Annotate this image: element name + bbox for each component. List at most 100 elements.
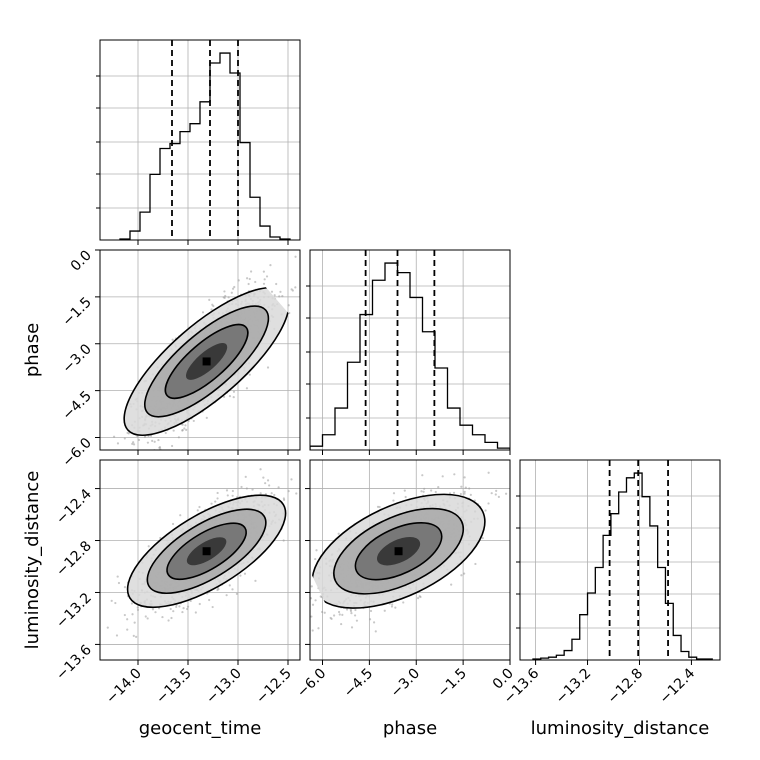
sample-point <box>131 613 134 616</box>
sample-point <box>167 619 170 622</box>
sample-point <box>231 588 234 591</box>
sample-point <box>251 488 254 491</box>
sample-point <box>222 296 225 299</box>
sample-point <box>198 505 201 509</box>
sample-point <box>310 597 313 600</box>
hist-panel-phase <box>306 249 511 455</box>
sample-point <box>247 282 250 286</box>
sample-point <box>112 435 116 438</box>
sample-point <box>460 574 463 577</box>
sample-point <box>135 635 138 639</box>
sample-point <box>468 487 471 490</box>
sample-point <box>183 427 186 430</box>
sample-point <box>277 486 280 489</box>
sample-point <box>211 303 214 306</box>
sample-point <box>340 622 343 626</box>
sample-point <box>430 489 433 492</box>
sample-point <box>171 522 175 526</box>
sample-point <box>210 502 213 505</box>
sample-point <box>249 270 253 273</box>
sample-point <box>244 475 247 478</box>
sample-point <box>392 499 395 502</box>
sample-point <box>279 290 282 293</box>
sample-point <box>146 441 150 444</box>
sample-point <box>245 277 249 280</box>
sample-point <box>224 294 227 298</box>
sample-point <box>133 621 136 624</box>
sample-point <box>254 579 257 582</box>
histogram-geocent_time <box>119 52 291 240</box>
sample-point <box>245 387 249 390</box>
sample-point <box>194 611 197 614</box>
sample-point <box>179 514 182 517</box>
sample-point <box>248 277 251 281</box>
sample-point <box>420 490 423 493</box>
sample-point <box>232 390 236 393</box>
sample-point <box>262 476 265 479</box>
sample-point <box>230 291 233 294</box>
sample-point <box>164 431 167 435</box>
sample-point <box>265 275 269 278</box>
sample-point <box>198 602 201 606</box>
sample-point <box>147 545 150 548</box>
sample-point <box>279 635 281 637</box>
sample-point <box>116 575 119 578</box>
sample-point <box>231 494 234 497</box>
sample-point <box>259 468 262 471</box>
sample-point <box>310 585 313 588</box>
sample-point <box>288 311 291 315</box>
sample-point <box>294 286 297 289</box>
sample-point <box>175 605 178 609</box>
sample-point <box>278 295 281 298</box>
sample-point <box>123 613 126 617</box>
sample-point <box>441 475 444 478</box>
scatter-panel-luminosity_distance-vs-geocent_time <box>95 459 301 665</box>
sample-point <box>115 634 119 637</box>
scatter-panel-phase-vs-geocent_time <box>95 249 301 455</box>
sample-point <box>504 492 508 495</box>
scatter-panel-luminosity_distance-vs-phase <box>279 459 511 665</box>
sample-point <box>338 613 341 616</box>
sample-point <box>186 607 189 611</box>
sample-point <box>130 602 134 605</box>
sample-point <box>196 509 199 512</box>
sample-point <box>417 597 420 600</box>
sample-point <box>290 288 293 291</box>
sample-point <box>270 492 273 495</box>
sample-point <box>354 608 357 612</box>
sample-point <box>123 586 127 589</box>
sample-point <box>301 600 303 602</box>
sample-point <box>248 373 251 376</box>
sample-point <box>266 479 270 482</box>
sample-point <box>132 441 135 444</box>
sample-point <box>144 615 147 618</box>
sample-point <box>192 419 195 423</box>
panel-frame <box>99 459 301 661</box>
sample-point <box>171 338 174 341</box>
histogram-phase <box>310 262 510 450</box>
sample-point <box>153 440 156 443</box>
sample-point <box>132 634 135 637</box>
sample-point <box>323 611 326 614</box>
sample-point <box>275 282 278 286</box>
sample-point <box>210 308 213 311</box>
sample-point <box>464 486 467 489</box>
sample-point <box>291 558 293 560</box>
sample-point <box>290 478 293 481</box>
sample-point <box>228 395 232 398</box>
sample-point <box>273 294 276 297</box>
sample-point <box>190 453 192 455</box>
sample-point <box>481 536 484 540</box>
sample-point <box>263 278 266 281</box>
sample-point <box>126 431 129 434</box>
sample-point <box>350 612 353 615</box>
sample-point <box>181 423 184 426</box>
sample-point <box>154 611 157 614</box>
sample-point <box>337 532 340 535</box>
sample-point <box>296 593 298 595</box>
sample-point <box>314 599 317 602</box>
sample-point <box>172 610 175 613</box>
sample-point <box>463 492 466 495</box>
sample-point <box>228 584 231 587</box>
